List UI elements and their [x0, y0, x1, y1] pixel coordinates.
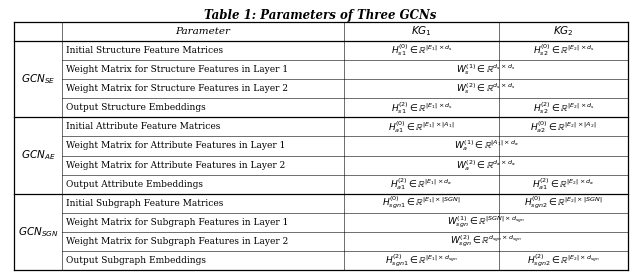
Text: $W_s^{(2)} \in \mathbb{R}^{d_s \times d_s}$: $W_s^{(2)} \in \mathbb{R}^{d_s \times d_… — [456, 81, 516, 96]
Text: $H_{a1}^{(2)} \in \mathbb{R}^{|E_1|\times d_a}$: $H_{a1}^{(2)} \in \mathbb{R}^{|E_1|\time… — [390, 176, 452, 192]
Text: Output Structure Embeddings: Output Structure Embeddings — [66, 103, 205, 112]
Text: $KG_1$: $KG_1$ — [411, 25, 432, 38]
Text: $H_{sgn1}^{(0)} \in \mathbb{R}^{|E_1|\times |SGN|}$: $H_{sgn1}^{(0)} \in \mathbb{R}^{|E_1|\ti… — [382, 195, 461, 211]
Text: $GCN_{AE}$: $GCN_{AE}$ — [20, 149, 55, 162]
Text: $H_{s1}^{(0)} \in \mathbb{R}^{|E_1|\times d_s}$: $H_{s1}^{(0)} \in \mathbb{R}^{|E_1|\time… — [390, 43, 452, 58]
Text: $W_{sgn}^{(1)} \in \mathbb{R}^{|SGN|\times d_{sgn}}$: $W_{sgn}^{(1)} \in \mathbb{R}^{|SGN|\tim… — [447, 215, 525, 230]
Text: $H_{a1}^{(2)} \in \mathbb{R}^{|E_2|\times d_a}$: $H_{a1}^{(2)} \in \mathbb{R}^{|E_2|\time… — [532, 176, 595, 192]
Text: $H_{a2}^{(0)} \in \mathbb{R}^{|E_2|\times |A_2|}$: $H_{a2}^{(0)} \in \mathbb{R}^{|E_2|\time… — [531, 119, 596, 135]
Text: Output Attribute Embeddings: Output Attribute Embeddings — [66, 180, 203, 189]
Text: $KG_2$: $KG_2$ — [553, 25, 574, 38]
Text: $H_{s2}^{(2)} \in \mathbb{R}^{|E_2|\times d_s}$: $H_{s2}^{(2)} \in \mathbb{R}^{|E_2|\time… — [532, 100, 595, 116]
Text: $H_{sgn2}^{(2)} \in \mathbb{R}^{|E_2|\times d_{sgn}}$: $H_{sgn2}^{(2)} \in \mathbb{R}^{|E_2|\ti… — [527, 252, 600, 269]
Text: Initial Structure Feature Matrices: Initial Structure Feature Matrices — [66, 46, 223, 55]
Text: Output Subgraph Embeddings: Output Subgraph Embeddings — [66, 256, 206, 265]
Text: $H_{s1}^{(2)} \in \mathbb{R}^{|E_1|\times d_s}$: $H_{s1}^{(2)} \in \mathbb{R}^{|E_1|\time… — [390, 100, 452, 116]
Text: Initial Subgraph Feature Matrices: Initial Subgraph Feature Matrices — [66, 199, 223, 208]
Text: $W_s^{(1)} \in \mathbb{R}^{d_s \times d_s}$: $W_s^{(1)} \in \mathbb{R}^{d_s \times d_… — [456, 62, 516, 77]
Text: $H_{sgn2}^{(0)} \in \mathbb{R}^{|E_2|\times |SGN|}$: $H_{sgn2}^{(0)} \in \mathbb{R}^{|E_2|\ti… — [524, 195, 603, 211]
Text: $W_a^{(1)} \in \mathbb{R}^{|A_1|\times d_a}$: $W_a^{(1)} \in \mathbb{R}^{|A_1|\times d… — [454, 139, 518, 153]
Text: Weight Matrix for Structure Features in Layer 2: Weight Matrix for Structure Features in … — [66, 84, 288, 93]
Text: Initial Attribute Feature Matrices: Initial Attribute Feature Matrices — [66, 122, 220, 132]
Text: $H_{s2}^{(0)} \in \mathbb{R}^{|E_2|\times d_s}$: $H_{s2}^{(0)} \in \mathbb{R}^{|E_2|\time… — [532, 43, 595, 58]
Text: Weight Matrix for Structure Features in Layer 1: Weight Matrix for Structure Features in … — [66, 65, 288, 74]
Text: $H_{sgn1}^{(2)} \in \mathbb{R}^{|E_1|\times d_{sgn}}$: $H_{sgn1}^{(2)} \in \mathbb{R}^{|E_1|\ti… — [385, 252, 458, 269]
Text: Table 1: Parameters of Three GCNs: Table 1: Parameters of Three GCNs — [204, 9, 436, 22]
Text: Weight Matrix for Attribute Features in Layer 2: Weight Matrix for Attribute Features in … — [66, 161, 285, 170]
Text: Weight Matrix for Subgraph Features in Layer 2: Weight Matrix for Subgraph Features in L… — [66, 237, 288, 246]
Text: $W_{sgn}^{(2)} \in \mathbb{R}^{d_{sgn} \times d_{sgn}}$: $W_{sgn}^{(2)} \in \mathbb{R}^{d_{sgn} \… — [450, 234, 522, 249]
Text: Weight Matrix for Attribute Features in Layer 1: Weight Matrix for Attribute Features in … — [66, 141, 285, 150]
Text: $W_a^{(2)} \in \mathbb{R}^{d_a \times d_a}$: $W_a^{(2)} \in \mathbb{R}^{d_a \times d_… — [456, 158, 516, 173]
Text: $GCN_{SE}$: $GCN_{SE}$ — [21, 72, 55, 86]
Text: Parameter: Parameter — [175, 27, 230, 36]
Text: Weight Matrix for Subgraph Features in Layer 1: Weight Matrix for Subgraph Features in L… — [66, 218, 289, 227]
Text: $H_{a1}^{(0)} \in \mathbb{R}^{|E_1|\times |A_1|}$: $H_{a1}^{(0)} \in \mathbb{R}^{|E_1|\time… — [388, 119, 454, 135]
Text: $GCN_{SGN}$: $GCN_{SGN}$ — [18, 225, 58, 239]
